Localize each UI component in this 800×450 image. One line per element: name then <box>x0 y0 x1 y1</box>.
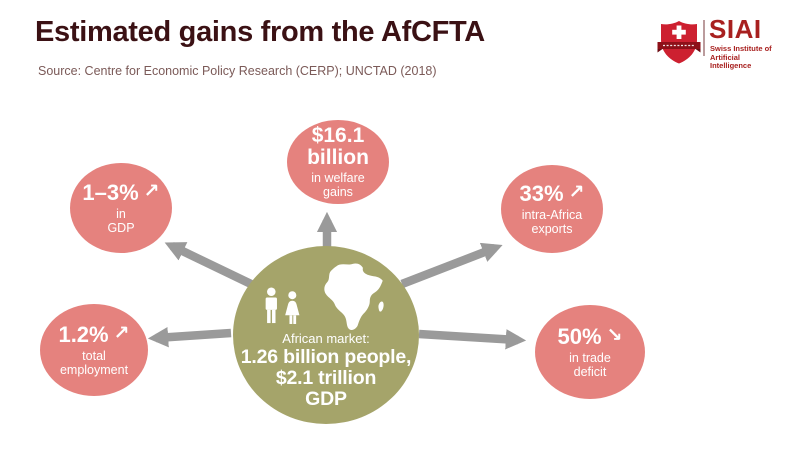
logo-divider <box>703 20 705 56</box>
exports-value: 33% <box>519 180 564 206</box>
trade-deficit-bubble: 50% ↘ in trade deficit <box>535 305 645 399</box>
welfare-value: $16.1 billion <box>307 125 369 168</box>
trade-value: 50% <box>557 323 602 349</box>
employment-value: 1.2% <box>58 321 109 347</box>
welfare-gains-bubble: $16.1 billion in welfare gains <box>287 120 389 204</box>
exports-desc: intra-Africa exports <box>521 207 583 236</box>
welfare-value-line1: $16.1 <box>311 124 365 148</box>
center-stat-people: 1.26 billion people, <box>240 345 412 368</box>
gdp-bubble: 1–3% ↗ in GDP <box>70 163 172 253</box>
trend-up-icon: ↗ <box>113 322 130 344</box>
welfare-value-line2: billion <box>307 145 369 169</box>
trend-up-icon: ↗ <box>568 181 585 203</box>
logo-subtitle-line1: Swiss Institute of <box>710 44 772 53</box>
arrow-to-trade <box>418 329 527 350</box>
center-label: African market: <box>282 331 370 347</box>
man-woman-icon <box>265 287 300 325</box>
africa-map-icon <box>324 263 384 331</box>
siai-logo: SIAI Swiss Institute of Artificial Intel… <box>652 14 782 70</box>
logo-subtitle: Swiss Institute of Artificial Intelligen… <box>710 44 782 71</box>
logo-subtitle-line2: Artificial Intelligence <box>710 52 752 71</box>
trend-up-icon: ↗ <box>143 180 160 202</box>
center-stat-gdp-label: GDP <box>305 388 347 411</box>
trade-desc: in trade deficit <box>569 350 611 379</box>
page-title: Estimated gains from the AfCFTA <box>35 16 485 48</box>
gdp-desc: in GDP <box>107 206 135 235</box>
exports-bubble: 33% ↗ intra-Africa exports <box>501 165 603 253</box>
source-citation: Source: Centre for Economic Policy Resea… <box>38 64 437 78</box>
gdp-value: 1–3% <box>82 179 139 205</box>
employment-desc: total employment <box>59 348 129 377</box>
center-stat-gdp-value: $2.1 trillion <box>275 367 377 390</box>
center-market-bubble: African market: 1.26 billion people, $2.… <box>233 246 419 424</box>
arrow-to-employment <box>147 327 232 348</box>
swiss-shield-icon <box>657 21 701 64</box>
welfare-desc: in welfare gains <box>311 170 365 199</box>
center-icons <box>262 261 390 331</box>
arrow-to-gdp <box>164 242 253 288</box>
logo-acronym: SIAI <box>709 14 762 44</box>
arrow-to-exports <box>400 242 503 288</box>
employment-bubble: 1.2% ↗ total employment <box>40 304 148 396</box>
trend-down-icon: ↘ <box>606 324 623 346</box>
